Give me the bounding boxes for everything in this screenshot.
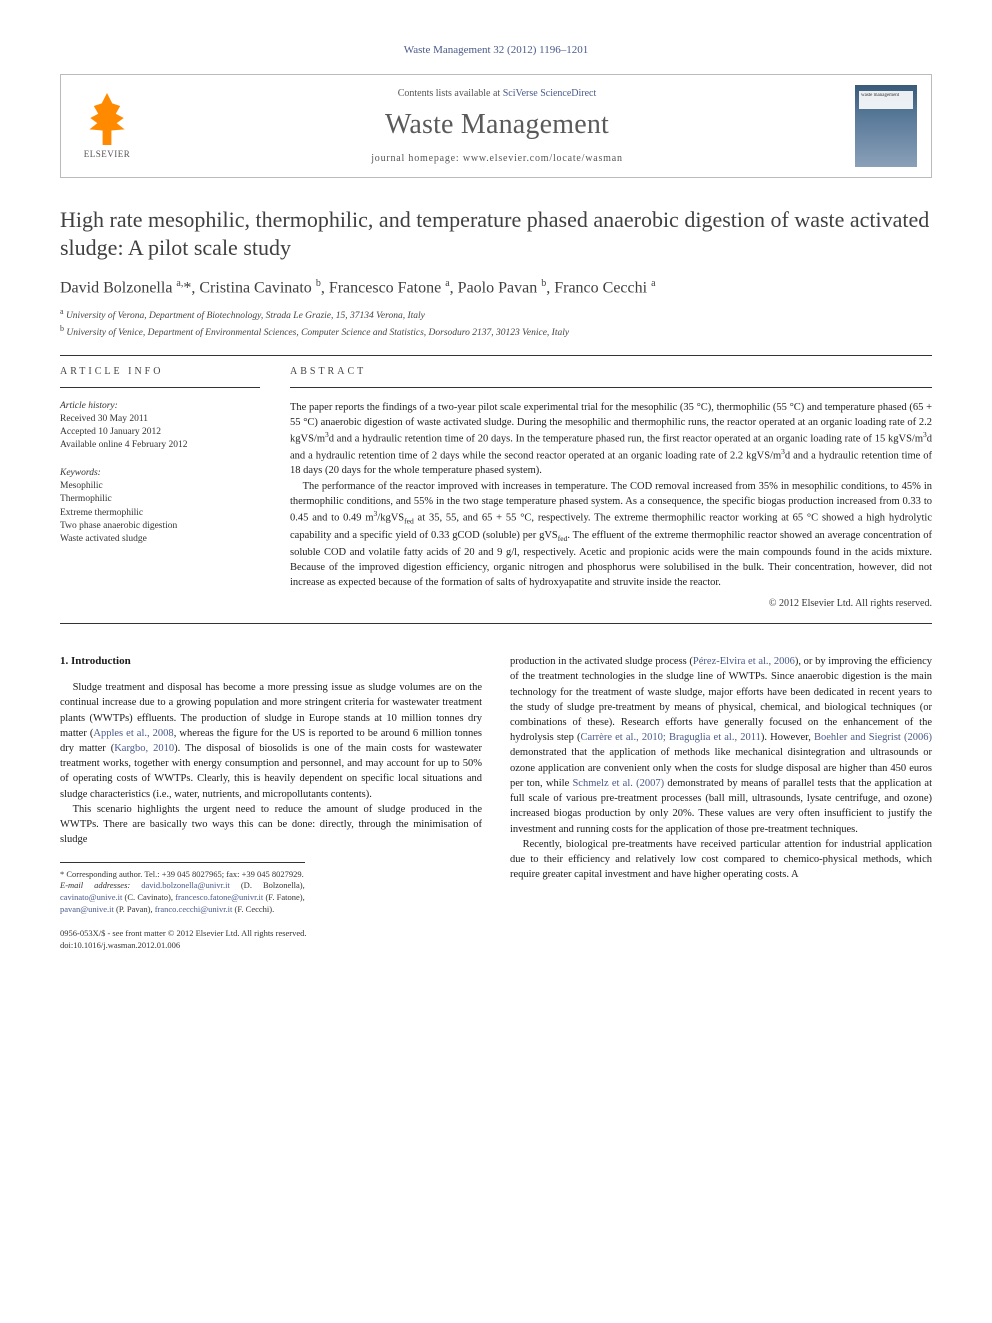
article-title: High rate mesophilic, thermophilic, and … (60, 206, 932, 262)
homepage-line: journal homepage: www.elsevier.com/locat… (159, 153, 835, 164)
body-paragraph: production in the activated sludge proce… (510, 654, 932, 837)
body-paragraph: Recently, biological pre-treatments have… (510, 837, 932, 883)
keywords-block: Keywords: MesophilicThermophilicExtreme … (60, 467, 260, 547)
affiliation: b University of Venice, Department of En… (60, 323, 932, 340)
corresponding-line: * Corresponding author. Tel.: +39 045 80… (60, 869, 305, 881)
abstract-paragraph: The performance of the reactor improved … (290, 479, 932, 591)
author-email[interactable]: david.bolzonella@univr.it (141, 880, 230, 890)
article-history: Article history: Received 30 May 2011Acc… (60, 400, 260, 453)
author-email[interactable]: franco.cecchi@univr.it (155, 904, 233, 914)
contents-available-line: Contents lists available at SciVerse Sci… (159, 88, 835, 99)
affiliation: a University of Verona, Department of Bi… (60, 306, 932, 323)
keyword: Mesophilic (60, 480, 260, 493)
abstract-copyright: © 2012 Elsevier Ltd. All rights reserved… (290, 598, 932, 609)
body-column-left: 1. Introduction Sludge treatment and dis… (60, 654, 482, 952)
keyword: Extreme thermophilic (60, 507, 260, 520)
keyword: Thermophilic (60, 493, 260, 506)
abstract-paragraph: The paper reports the findings of a two-… (290, 400, 932, 479)
history-header: Article history: (60, 400, 260, 413)
author-email[interactable]: francesco.fatone@univr.it (175, 892, 263, 902)
contents-text: Contents lists available at (398, 88, 503, 99)
abstract-column: ABSTRACT The paper reports the findings … (290, 366, 932, 610)
author-email[interactable]: cavinato@unive.it (60, 892, 122, 902)
homepage-url[interactable]: www.elsevier.com/locate/wasman (463, 153, 623, 164)
journal-header-box: ELSEVIER Contents lists available at Sci… (60, 74, 932, 178)
homepage-label: journal homepage: (371, 153, 463, 164)
abstract-label: ABSTRACT (290, 366, 932, 377)
divider (60, 387, 260, 388)
keyword: Two phase anaerobic digestion (60, 520, 260, 533)
keyword: Waste activated sludge (60, 533, 260, 546)
emails-line: E-mail addresses: david.bolzonella@univr… (60, 880, 305, 916)
elsevier-tree-icon (85, 93, 129, 145)
body-paragraph: Sludge treatment and disposal has become… (60, 680, 482, 802)
cover-label: waste management (861, 93, 899, 98)
front-matter-line: 0956-053X/$ - see front matter © 2012 El… (60, 928, 482, 940)
authors-line: David Bolzonella a,*, Cristina Cavinato … (60, 278, 932, 297)
elsevier-logo: ELSEVIER (75, 88, 139, 164)
doi-line: doi:10.1016/j.wasman.2012.01.006 (60, 940, 482, 952)
sciencedirect-link[interactable]: SciVerse ScienceDirect (503, 88, 597, 99)
journal-cover-thumbnail: waste management (855, 85, 917, 167)
doi-block: 0956-053X/$ - see front matter © 2012 El… (60, 928, 482, 952)
divider (290, 387, 932, 388)
keywords-header: Keywords: (60, 467, 260, 480)
article-info-column: ARTICLE INFO Article history: Received 3… (60, 366, 260, 610)
affiliations: a University of Verona, Department of Bi… (60, 306, 932, 341)
journal-reference: Waste Management 32 (2012) 1196–1201 (60, 44, 932, 56)
body-paragraph: This scenario highlights the urgent need… (60, 802, 482, 848)
history-line: Accepted 10 January 2012 (60, 426, 260, 439)
header-center: Contents lists available at SciVerse Sci… (139, 88, 855, 164)
author-email[interactable]: pavan@unive.it (60, 904, 114, 914)
history-line: Received 30 May 2011 (60, 413, 260, 426)
article-info-label: ARTICLE INFO (60, 366, 260, 377)
divider (60, 623, 932, 624)
history-line: Available online 4 February 2012 (60, 439, 260, 452)
elsevier-label: ELSEVIER (84, 149, 131, 159)
body-columns: 1. Introduction Sludge treatment and dis… (60, 654, 932, 952)
section-heading-intro: 1. Introduction (60, 654, 482, 670)
abstract-text: The paper reports the findings of a two-… (290, 400, 932, 591)
journal-name: Waste Management (159, 109, 835, 141)
corresponding-author-footnote: * Corresponding author. Tel.: +39 045 80… (60, 862, 305, 917)
divider (60, 355, 932, 356)
body-column-right: production in the activated sludge proce… (510, 654, 932, 952)
